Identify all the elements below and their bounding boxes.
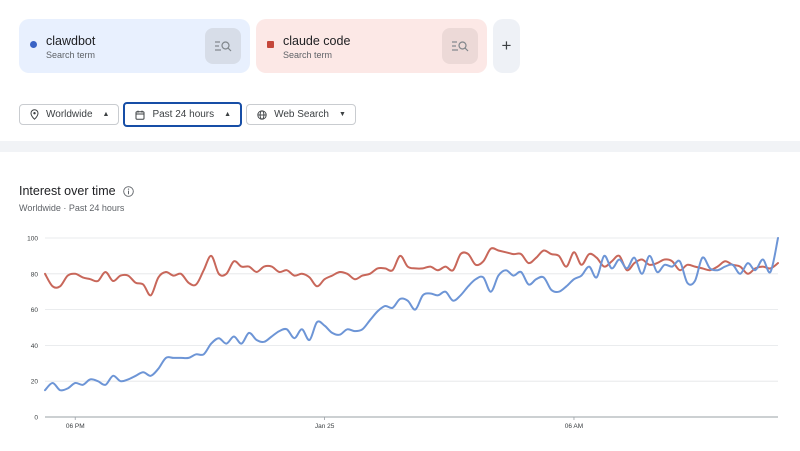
time-filter[interactable]: Past 24 hours ▲	[123, 102, 243, 127]
region-filter-label: Worldwide	[46, 109, 93, 120]
section-divider	[0, 141, 800, 152]
y-tick-label: 100	[27, 236, 38, 243]
series-line-claude-code	[44, 247, 779, 297]
location-pin-icon	[30, 109, 39, 120]
info-icon[interactable]	[122, 185, 134, 197]
y-tick-label: 20	[31, 379, 39, 386]
y-tick-label: 0	[34, 415, 38, 422]
term-name: claude code	[283, 34, 351, 48]
add-term-button[interactable]: +	[493, 19, 520, 73]
filter-bar: Worldwide ▲ Past 24 hours ▲ Web Search ▼	[19, 102, 356, 127]
search-refine-icon[interactable]	[442, 28, 478, 64]
y-tick-label: 60	[31, 307, 39, 314]
term-name: clawdbot	[46, 34, 96, 48]
term-type-label: Search term	[283, 50, 333, 60]
section-title: Interest over time	[19, 184, 116, 198]
y-tick-label: 40	[31, 343, 39, 350]
caret-down-icon: ▼	[338, 111, 346, 118]
globe-icon	[257, 109, 267, 120]
time-filter-label: Past 24 hours	[152, 109, 215, 120]
series-dot-clawdbot	[30, 41, 37, 48]
x-tick-label: Jan 25	[315, 423, 335, 430]
section-header: Interest over time	[19, 184, 134, 198]
property-filter[interactable]: Web Search ▼	[246, 104, 356, 125]
series-line-clawdbot	[44, 237, 779, 392]
section-subtitle: Worldwide · Past 24 hours	[19, 203, 125, 213]
region-filter[interactable]: Worldwide ▲	[19, 104, 120, 125]
x-tick-label: 06 AM	[565, 423, 583, 430]
y-tick-label: 80	[31, 271, 39, 278]
series-dot-claude-code	[267, 41, 274, 48]
search-terms-bar: clawdbot Search term claude code Search …	[19, 19, 520, 73]
caret-up-icon: ▲	[224, 111, 232, 118]
calendar-icon	[135, 110, 145, 120]
property-filter-label: Web Search	[274, 109, 329, 120]
term-card-clawdbot[interactable]: clawdbot Search term	[19, 19, 250, 73]
x-tick-label: 06 PM	[66, 423, 85, 430]
search-refine-icon[interactable]	[205, 28, 241, 64]
term-type-label: Search term	[46, 50, 96, 60]
caret-up-icon: ▲	[102, 111, 110, 118]
term-card-claude-code[interactable]: claude code Search term	[256, 19, 487, 73]
